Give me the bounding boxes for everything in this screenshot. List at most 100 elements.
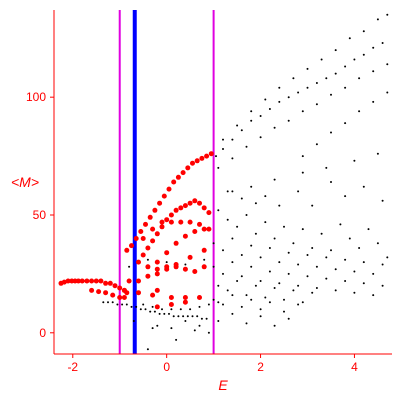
black-data-point xyxy=(196,315,199,318)
black-data-point xyxy=(330,249,332,252)
red-data-point xyxy=(154,231,160,237)
red-data-point xyxy=(159,224,165,230)
red-data-point xyxy=(75,278,81,284)
red-data-point xyxy=(164,264,170,270)
black-data-point xyxy=(268,270,271,273)
red-data-point xyxy=(110,292,116,298)
black-data-point xyxy=(362,30,365,33)
black-data-point xyxy=(231,312,234,315)
black-data-point xyxy=(381,199,384,202)
red-data-point xyxy=(152,207,158,213)
black-data-point xyxy=(334,268,337,271)
black-data-point xyxy=(121,303,124,306)
black-data-point xyxy=(198,324,201,327)
red-data-point xyxy=(197,221,202,227)
black-data-point xyxy=(268,108,271,110)
black-data-point xyxy=(315,287,318,289)
black-data-point xyxy=(358,110,361,113)
black-data-point xyxy=(362,261,365,264)
black-data-point xyxy=(245,145,248,148)
black-data-point xyxy=(278,100,281,103)
black-data-point xyxy=(177,315,180,318)
red-data-point xyxy=(93,278,99,284)
black-data-point xyxy=(144,308,147,311)
black-data-point xyxy=(207,331,210,334)
red-data-point xyxy=(161,193,167,199)
black-data-point xyxy=(156,324,159,327)
black-data-point xyxy=(273,237,276,240)
black-data-point xyxy=(212,298,215,301)
red-data-point xyxy=(192,198,198,204)
black-data-point xyxy=(348,237,351,240)
black-data-point xyxy=(135,305,138,308)
black-data-point xyxy=(315,143,318,146)
black-data-point xyxy=(353,291,356,294)
black-data-point xyxy=(297,263,300,266)
black-data-point xyxy=(212,265,215,268)
red-data-point xyxy=(194,158,200,164)
red-data-point xyxy=(126,278,132,284)
x-tick-label: 2 xyxy=(257,360,264,374)
black-data-point xyxy=(163,312,166,315)
black-data-point xyxy=(240,197,243,200)
red-data-point xyxy=(117,285,123,291)
red-data-point xyxy=(117,295,123,300)
black-data-point xyxy=(381,42,384,44)
black-data-point xyxy=(142,303,145,306)
black-data-point xyxy=(193,329,196,332)
black-data-point xyxy=(264,195,267,198)
black-data-point xyxy=(217,320,220,322)
black-data-point xyxy=(311,247,314,249)
black-data-point xyxy=(184,263,187,266)
black-data-point xyxy=(231,157,234,160)
black-data-point xyxy=(186,315,189,318)
black-data-point xyxy=(283,225,285,228)
black-data-point xyxy=(254,202,257,205)
black-data-point xyxy=(386,91,389,94)
black-data-point xyxy=(353,58,356,61)
black-data-point xyxy=(259,256,262,259)
black-data-point xyxy=(344,258,347,261)
red-data-point xyxy=(192,269,198,274)
black-data-point xyxy=(236,124,239,127)
black-data-point xyxy=(320,232,323,235)
y-axis-label: <M> xyxy=(11,174,39,190)
black-data-point xyxy=(287,272,290,275)
black-data-point xyxy=(376,18,379,21)
black-data-point xyxy=(386,256,389,259)
data-points xyxy=(58,13,389,351)
black-data-point xyxy=(130,305,133,308)
red-data-point xyxy=(164,250,170,256)
red-data-point xyxy=(187,200,193,206)
red-data-point xyxy=(201,205,207,211)
black-data-point xyxy=(301,155,304,158)
black-data-point xyxy=(372,100,375,103)
black-data-point xyxy=(367,228,370,231)
black-data-point xyxy=(376,242,379,245)
black-data-point xyxy=(146,348,149,351)
black-data-point xyxy=(189,308,192,311)
black-data-point xyxy=(236,280,239,282)
red-data-point xyxy=(185,165,191,171)
black-data-point xyxy=(325,256,328,259)
black-data-point xyxy=(358,247,361,249)
black-data-point xyxy=(344,65,347,68)
black-data-point xyxy=(151,327,154,330)
black-data-point xyxy=(231,261,234,264)
black-data-point xyxy=(264,98,267,101)
black-data-point xyxy=(231,237,234,240)
black-data-point xyxy=(259,136,262,139)
black-data-point xyxy=(311,204,314,207)
black-data-point xyxy=(254,232,257,235)
black-data-point xyxy=(353,270,356,273)
black-data-point xyxy=(254,284,257,287)
y-tick-label: 100 xyxy=(26,90,46,104)
black-data-point xyxy=(268,301,271,304)
red-data-point xyxy=(164,217,170,223)
black-data-point xyxy=(116,303,119,306)
black-data-point xyxy=(191,315,194,318)
black-data-point xyxy=(315,82,318,84)
black-data-point xyxy=(153,310,156,313)
black-data-point xyxy=(161,308,163,311)
red-data-point xyxy=(182,299,188,305)
